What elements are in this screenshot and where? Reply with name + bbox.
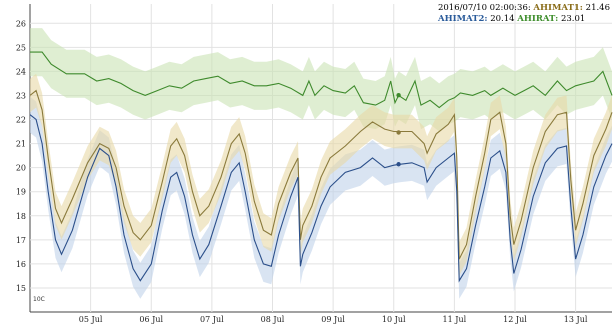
confidence-bands — [30, 28, 612, 299]
series-line-ahirat — [30, 51, 613, 109]
legend-label-ahimat2: AHIMAT2: — [437, 14, 488, 24]
y-tick-label: 23 — [16, 91, 26, 100]
x-tick-label: 07 Jul — [200, 315, 224, 324]
x-tick-label: 10 Jul — [382, 315, 406, 324]
hover-legend: 2016/07/10 02:00:36: AHIMAT1: 21.46 AHIM… — [438, 3, 610, 25]
hover-timestamp: 2016/07/10 02:00:36: — [437, 3, 531, 13]
x-tick-label: 08 Jul — [261, 315, 285, 324]
y-tick-label: 21 — [16, 140, 26, 149]
x-tick-label: 11 Jul — [443, 315, 467, 324]
hover-marker-ahirat — [396, 92, 401, 98]
series-line-ahimat2 — [29, 114, 613, 283]
band-ahimat2 — [30, 96, 612, 299]
legend-label-ahirat: AHIRAT: — [517, 14, 559, 24]
legend-label-ahimat1: AHIMAT1: — [533, 3, 583, 13]
band-ahimat1 — [30, 73, 612, 276]
series-line-ahimat1 — [29, 89, 613, 260]
x-tick-label: 12 Jul — [503, 315, 527, 324]
hover-marker-ahimat1 — [396, 130, 401, 135]
y-tick-label: 16 — [16, 260, 26, 269]
x-tick-label: 06 Jul — [139, 315, 163, 324]
y-tick-label: 15 — [16, 284, 26, 293]
band-ahirat — [30, 28, 612, 132]
y-tick-label: 20 — [16, 164, 26, 173]
y-tick-label: 18 — [16, 212, 26, 221]
y-axis: 15 16 17 18 19 20 21 22 23 24 25 26 — [16, 19, 26, 293]
x-axis: 05 Jul 06 Jul 07 Jul 08 Jul 09 Jul 10 Jul 11 J… — [79, 315, 588, 324]
legend-value-ahirat: 23.01 — [560, 14, 586, 24]
y-tick-label: 22 — [16, 116, 26, 125]
y-tick-label: 24 — [16, 67, 26, 76]
y-tick-label: 19 — [16, 188, 26, 197]
corner-badge: 10C — [33, 296, 45, 303]
x-tick-label: 09 Jul — [321, 315, 345, 324]
legend-row-2: AHIMAT2: 20.14 AHIRAT: 23.01 — [438, 14, 610, 25]
y-tick-label: 17 — [16, 236, 26, 245]
hover-marker-ahimat2 — [396, 162, 401, 167]
series-lines — [29, 51, 613, 283]
legend-value-ahimat2: 20.14 — [490, 14, 515, 24]
y-tick-label: 26 — [16, 19, 26, 28]
legend-value-ahimat1: 21.46 — [585, 3, 610, 13]
x-tick-label: 05 Jul — [79, 315, 103, 324]
y-tick-label: 25 — [16, 43, 26, 52]
x-tick-label: 13 Jul — [564, 315, 588, 324]
hover-markers — [396, 92, 401, 167]
legend-row-1: 2016/07/10 02:00:36: AHIMAT1: 21.46 — [438, 3, 610, 14]
